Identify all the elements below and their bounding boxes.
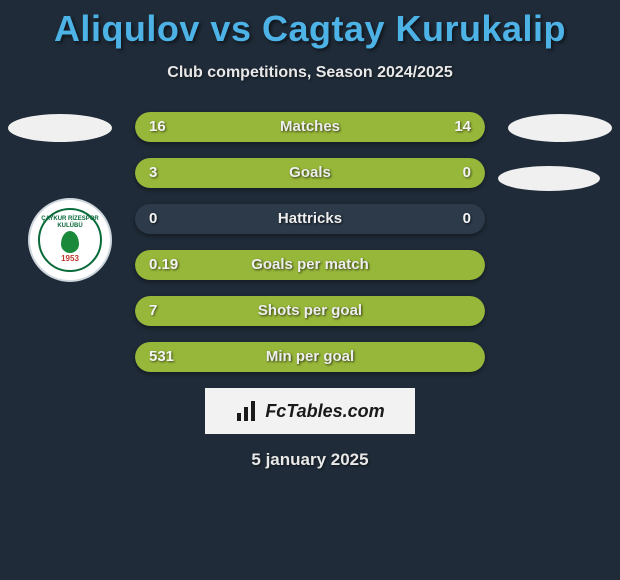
club-left-badge: ÇAYKUR RİZESPOR KULÜBÜ 1953 <box>28 198 112 282</box>
watermark-text: FcTables.com <box>265 401 384 422</box>
stat-row: 00Hattricks <box>135 204 485 234</box>
stat-label: Goals <box>135 158 485 188</box>
stat-row: 7Shots per goal <box>135 296 485 326</box>
stat-row: 531Min per goal <box>135 342 485 372</box>
subtitle: Club competitions, Season 2024/2025 <box>0 64 620 82</box>
stat-label: Hattricks <box>135 204 485 234</box>
player-right-avatar-placeholder <box>508 114 612 142</box>
stats-container: 1614Matches 30Goals 00Hattricks 0.19Goals p… <box>135 112 485 372</box>
stat-row: 30Goals <box>135 158 485 188</box>
date-label: 5 january 2025 <box>0 450 620 470</box>
club-badge-year: 1953 <box>61 255 79 264</box>
stat-row: 0.19Goals per match <box>135 250 485 280</box>
player-left-avatar-placeholder <box>8 114 112 142</box>
stat-label: Matches <box>135 112 485 142</box>
stat-label: Min per goal <box>135 342 485 372</box>
leaf-icon <box>61 231 79 253</box>
watermark: FcTables.com <box>205 388 415 434</box>
stat-label: Goals per match <box>135 250 485 280</box>
page-title: Aliqulov vs Cagtay Kurukalip <box>0 0 620 50</box>
stat-row: 1614Matches <box>135 112 485 142</box>
club-badge-inner: ÇAYKUR RİZESPOR KULÜBÜ 1953 <box>38 208 102 272</box>
stat-label: Shots per goal <box>135 296 485 326</box>
club-right-placeholder <box>498 166 600 191</box>
bar-chart-icon <box>235 399 259 423</box>
club-badge-text: ÇAYKUR RİZESPOR KULÜBÜ <box>40 216 100 229</box>
